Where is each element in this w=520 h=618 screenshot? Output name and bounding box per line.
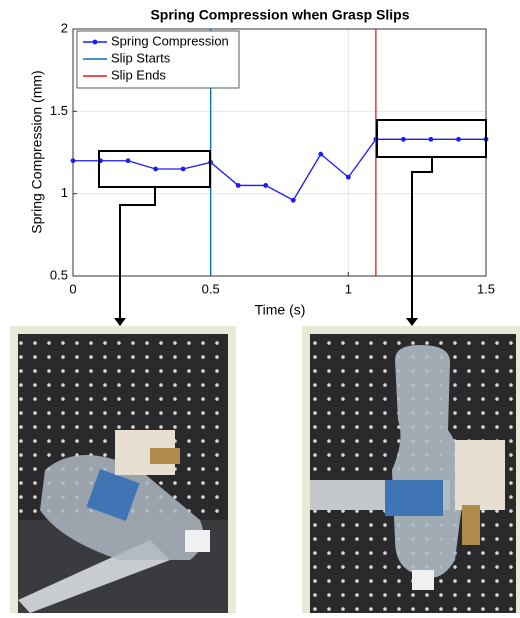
data-point <box>181 167 186 172</box>
data-point <box>456 137 461 142</box>
data-point <box>346 175 351 180</box>
legend-label: Slip Ends <box>111 67 166 82</box>
legend-label: Slip Starts <box>111 50 171 65</box>
data-point <box>71 158 76 163</box>
x-tick-label: 0.5 <box>202 281 220 296</box>
y-tick-label: 2 <box>61 20 68 35</box>
figure: Spring Compression when Grasp Slips Time… <box>0 0 520 613</box>
y-tick-label: 1.5 <box>50 103 68 118</box>
arrow-head <box>406 318 418 326</box>
photo-left <box>10 326 236 613</box>
data-point <box>126 158 131 163</box>
photo-right <box>302 326 520 613</box>
y-axis-label: Spring Compression (mm) <box>29 70 45 233</box>
data-point <box>429 137 434 142</box>
chart-title: Spring Compression when Grasp Slips <box>150 7 409 23</box>
legend-marker <box>93 40 98 45</box>
y-tick-label: 1 <box>61 185 68 200</box>
y-tick-label: 0.5 <box>50 267 68 282</box>
data-point <box>291 198 296 203</box>
x-tick-label: 1.5 <box>477 281 495 296</box>
data-point <box>318 152 323 157</box>
legend: Spring Compression Slip Starts Slip Ends <box>77 31 239 88</box>
x-tick-label: 0 <box>69 281 76 296</box>
data-point <box>236 183 241 188</box>
x-axis-label: Time (s) <box>255 302 306 318</box>
x-tick-label: 1 <box>345 281 352 296</box>
data-point <box>401 137 406 142</box>
data-point <box>263 183 268 188</box>
legend-label: Spring Compression <box>111 33 229 48</box>
data-point <box>153 167 158 172</box>
arrow-head <box>114 318 126 326</box>
